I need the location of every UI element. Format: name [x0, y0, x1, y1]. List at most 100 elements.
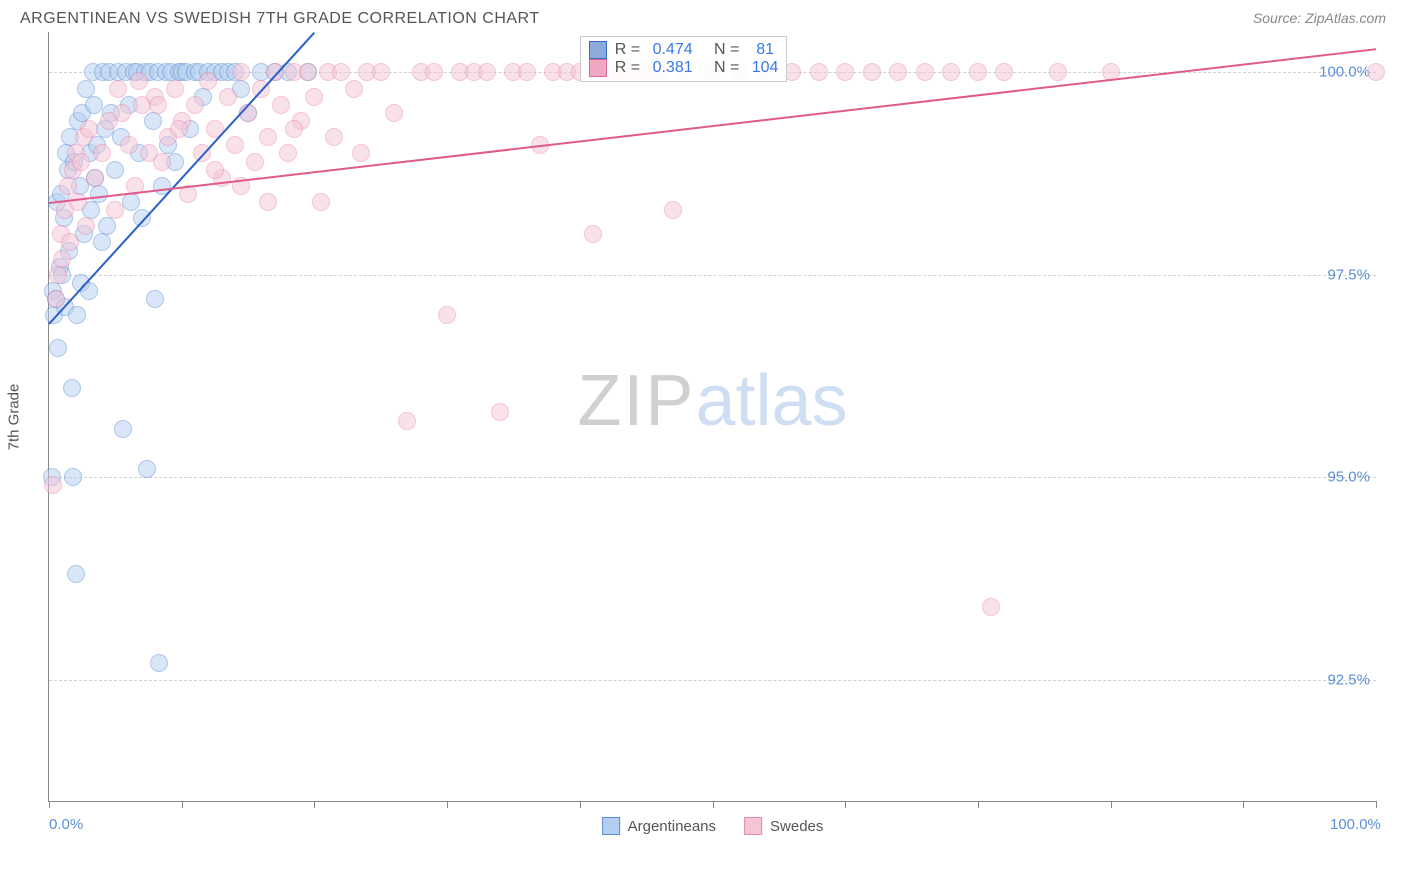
scatter-point [93, 233, 111, 251]
scatter-point [836, 63, 854, 81]
xtick-label: 0.0% [49, 816, 83, 833]
scatter-point [199, 72, 217, 90]
xtick [1111, 801, 1112, 808]
xtick-label: 100.0% [1330, 816, 1381, 833]
scatter-point [259, 193, 277, 211]
scatter-point [664, 201, 682, 219]
scatter-point [153, 153, 171, 171]
scatter-point [916, 63, 934, 81]
xtick [447, 801, 448, 808]
scatter-point [982, 598, 1000, 616]
legend-swatch [744, 817, 762, 835]
stats-box: R = 0.474 N = 81R = 0.381 N = 104 [580, 36, 788, 82]
scatter-point [67, 565, 85, 583]
scatter-point [49, 339, 67, 357]
ytick-label: 100.0% [1319, 64, 1370, 81]
scatter-point [120, 136, 138, 154]
scatter-point [64, 468, 82, 486]
xtick [1243, 801, 1244, 808]
scatter-point [285, 120, 303, 138]
scatter-point [425, 63, 443, 81]
scatter-point [385, 104, 403, 122]
stats-n-value: 104 [747, 59, 778, 77]
scatter-point [68, 306, 86, 324]
scatter-point [106, 201, 124, 219]
scatter-point [122, 193, 140, 211]
ytick-label: 97.5% [1327, 266, 1370, 283]
legend-label: Argentineans [628, 818, 716, 835]
stats-r-label: R = [615, 41, 640, 59]
stats-row: R = 0.381 N = 104 [589, 59, 779, 77]
scatter-point [863, 63, 881, 81]
stats-r-value: 0.381 [648, 59, 692, 77]
xtick [182, 801, 183, 808]
legend-item: Swedes [744, 817, 823, 835]
legend-item: Argentineans [602, 817, 716, 835]
gridline [49, 275, 1376, 276]
scatter-point [138, 460, 156, 478]
scatter-point [232, 63, 250, 81]
gridline [49, 680, 1376, 681]
scatter-point [69, 193, 87, 211]
xtick [314, 801, 315, 808]
scatter-point [584, 225, 602, 243]
scatter-point [889, 63, 907, 81]
scatter-point [345, 80, 363, 98]
stats-swatch [589, 41, 607, 59]
watermark-part2: atlas [695, 361, 847, 441]
scatter-point [969, 63, 987, 81]
ytick-label: 92.5% [1327, 671, 1370, 688]
scatter-point [438, 306, 456, 324]
source-value: ZipAtlas.com [1305, 10, 1386, 26]
watermark: ZIPatlas [577, 360, 847, 442]
xtick [49, 801, 50, 808]
scatter-point [312, 193, 330, 211]
scatter-point [63, 379, 81, 397]
stats-n-label: N = [701, 59, 740, 77]
scatter-point [352, 144, 370, 162]
scatter-point [149, 96, 167, 114]
scatter-point [146, 290, 164, 308]
chart-title: ARGENTINEAN VS SWEDISH 7TH GRADE CORRELA… [20, 10, 540, 28]
scatter-point [305, 88, 323, 106]
y-axis-label: 7th Grade [6, 384, 23, 451]
scatter-point [810, 63, 828, 81]
scatter-point [49, 266, 67, 284]
scatter-point [150, 654, 168, 672]
scatter-point [272, 96, 290, 114]
scatter-point [144, 112, 162, 130]
stats-row: R = 0.474 N = 81 [589, 41, 779, 59]
scatter-point [170, 120, 188, 138]
scatter-point [332, 63, 350, 81]
scatter-point [299, 63, 317, 81]
scatter-point [166, 80, 184, 98]
scatter-point [259, 128, 277, 146]
scatter-point [219, 88, 237, 106]
xtick [845, 801, 846, 808]
scatter-point [59, 177, 77, 195]
scatter-point [98, 217, 116, 235]
plot-area: ZIPatlas ArgentineansSwedes 92.5%95.0%97… [48, 32, 1376, 802]
scatter-point [279, 144, 297, 162]
scatter-point [113, 104, 131, 122]
scatter-point [85, 96, 103, 114]
watermark-part1: ZIP [577, 361, 695, 441]
scatter-point [90, 185, 108, 203]
scatter-point [1049, 63, 1067, 81]
scatter-point [246, 153, 264, 171]
stats-r-value: 0.474 [648, 41, 692, 59]
stats-n-value: 81 [747, 41, 774, 59]
scatter-point [518, 63, 536, 81]
scatter-point [93, 144, 111, 162]
scatter-point [325, 128, 343, 146]
stats-r-label: R = [615, 59, 640, 77]
scatter-point [109, 80, 127, 98]
scatter-point [61, 233, 79, 251]
scatter-point [398, 412, 416, 430]
gridline [49, 477, 1376, 478]
scatter-point [226, 136, 244, 154]
scatter-point [372, 63, 390, 81]
scatter-point [53, 250, 71, 268]
scatter-point [995, 63, 1013, 81]
scatter-point [77, 217, 95, 235]
